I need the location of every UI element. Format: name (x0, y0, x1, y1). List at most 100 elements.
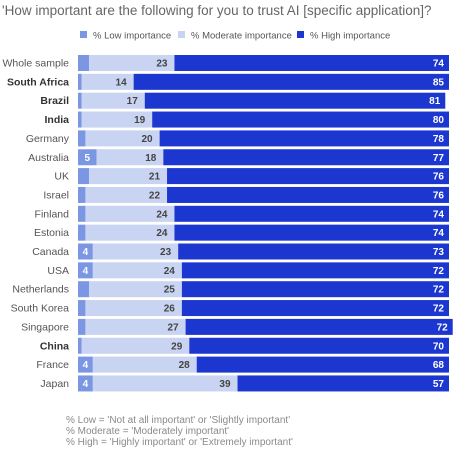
bar-moderate-importance-south-africa (81, 73, 134, 90)
data-label-moderate-importance-australia: 18 (145, 153, 157, 164)
bar-high-importance-usa (181, 262, 449, 279)
data-label-high-importance-singapore: 72 (437, 322, 449, 333)
bar-moderate-importance-australia (96, 149, 164, 166)
bar-high-importance-whole-sample (174, 55, 449, 71)
bar-row-australia: Australia 5 18 77 (28, 149, 449, 166)
bar-moderate-importance-uk (89, 168, 168, 185)
bar-low-importance-singapore (78, 318, 86, 335)
bar-low-importance-japan (78, 375, 93, 392)
data-label-high-importance-canada: 73 (433, 247, 445, 258)
bar-moderate-importance-south-korea (85, 300, 182, 317)
bar-high-importance-china (189, 337, 450, 354)
bar-row-uk: UK 21 76 (54, 168, 450, 185)
category-label-france: France (36, 359, 69, 371)
bar-row-japan: Japan 4 39 57 (40, 375, 449, 392)
bar-high-importance-germany (159, 130, 449, 147)
data-label-moderate-importance-netherlands: 25 (164, 285, 176, 296)
data-label-moderate-importance-china: 29 (171, 341, 183, 352)
bar-high-importance-singapore (185, 318, 453, 335)
category-label-usa: USA (47, 265, 69, 277)
bar-low-importance-india (78, 111, 82, 128)
bar-moderate-importance-germany (85, 130, 160, 147)
bar-low-importance-usa (78, 262, 93, 279)
bar-row-brazil: Brazil 17 81 (40, 92, 446, 109)
bar-low-importance-israel (78, 186, 86, 203)
data-label-moderate-importance-israel: 22 (149, 190, 161, 201)
data-label-moderate-importance-germany: 20 (141, 134, 153, 145)
data-label-moderate-importance-finland: 24 (156, 209, 168, 220)
data-label-low-importance-usa: 4 (83, 266, 89, 277)
data-label-moderate-importance-india: 19 (134, 115, 146, 126)
data-label-high-importance-estonia: 74 (433, 228, 445, 239)
data-label-high-importance-india: 80 (433, 115, 445, 126)
bar-row-finland: Finland 24 74 (35, 205, 449, 222)
footnote-low: % Low = 'Not at all important' or 'Sligh… (66, 415, 291, 426)
category-label-china: China (40, 340, 69, 352)
bar-high-importance-netherlands (181, 281, 449, 298)
bar-moderate-importance-singapore (85, 318, 186, 335)
bar-high-importance-south-korea (181, 300, 449, 317)
category-label-whole-sample: Whole sample (2, 58, 69, 70)
bar-low-importance-germany (78, 130, 86, 147)
bar-row-france: France 4 28 68 (36, 356, 449, 373)
bar-moderate-importance-france (92, 356, 197, 373)
data-label-moderate-importance-singapore: 27 (167, 322, 179, 333)
stacked-bar-chart: 'How important are the following for you… (2, 3, 453, 392)
data-label-low-importance-australia: 5 (84, 153, 90, 164)
category-label-netherlands: Netherlands (12, 284, 69, 296)
category-label-singapore: Singapore (21, 321, 69, 333)
legend-label-low-importance: % Low importance (93, 31, 171, 42)
bar-row-singapore: Singapore 27 72 (21, 318, 453, 335)
bar-moderate-importance-india (81, 111, 153, 128)
bar-row-germany: Germany 20 78 (26, 130, 449, 147)
data-label-high-importance-australia: 77 (433, 153, 445, 164)
bar-low-importance-france (78, 356, 93, 373)
bar-moderate-importance-usa (92, 262, 182, 279)
data-label-moderate-importance-france: 28 (179, 360, 191, 371)
bar-row-israel: Israel 22 76 (43, 186, 450, 203)
bar-moderate-importance-estonia (85, 224, 175, 241)
bar-moderate-importance-japan (92, 375, 238, 392)
data-label-moderate-importance-canada: 23 (160, 247, 172, 258)
bar-low-importance-brazil (78, 92, 82, 109)
bar-moderate-importance-netherlands (89, 281, 182, 298)
bar-row-whole-sample: Whole sample 23 74 (2, 55, 449, 71)
bar-low-importance-china (78, 337, 82, 354)
data-label-moderate-importance-south-korea: 26 (164, 304, 176, 315)
data-label-high-importance-south-korea: 72 (433, 304, 445, 315)
footnotes: % Low = 'Not at all important' or 'Sligh… (66, 415, 293, 448)
bar-moderate-importance-whole-sample (89, 55, 175, 71)
bar-low-importance-south-africa (78, 73, 82, 90)
bar-high-importance-uk (167, 168, 450, 185)
bar-low-importance-netherlands (78, 281, 90, 298)
bar-high-importance-france (196, 356, 449, 373)
data-label-high-importance-china: 70 (433, 341, 445, 352)
category-label-south-korea: South Korea (11, 303, 70, 315)
category-label-uk: UK (54, 171, 69, 183)
footnote-moderate: % Moderate = 'Moderately important' (66, 426, 230, 437)
bar-moderate-importance-china (81, 337, 190, 354)
category-label-israel: Israel (43, 189, 69, 201)
bar-high-importance-israel (167, 186, 450, 203)
data-label-moderate-importance-brazil: 17 (127, 96, 139, 107)
category-label-canada: Canada (32, 246, 69, 258)
bar-high-importance-south-africa (133, 73, 449, 90)
bar-row-netherlands: Netherlands 25 72 (12, 281, 449, 298)
data-label-high-importance-south-africa: 85 (433, 77, 445, 88)
data-label-high-importance-usa: 72 (433, 266, 445, 277)
legend: % Low importance % Moderate importance % H… (80, 31, 390, 42)
bar-low-importance-uk (78, 168, 90, 185)
category-label-brazil: Brazil (40, 95, 69, 107)
bar-high-importance-australia (163, 149, 449, 166)
bar-row-canada: Canada 4 23 73 (32, 243, 450, 260)
legend-label-moderate-importance: % Moderate importance (191, 31, 292, 42)
data-label-high-importance-brazil: 81 (429, 96, 441, 107)
category-label-south-africa: South Africa (7, 76, 69, 88)
bar-row-china: China 29 70 (40, 337, 450, 354)
category-label-japan: Japan (40, 378, 69, 390)
bar-row-usa: USA 4 24 72 (47, 262, 449, 279)
bar-high-importance-canada (178, 243, 450, 260)
legend-swatch-high-importance (297, 31, 304, 38)
bar-low-importance-finland (78, 205, 86, 222)
